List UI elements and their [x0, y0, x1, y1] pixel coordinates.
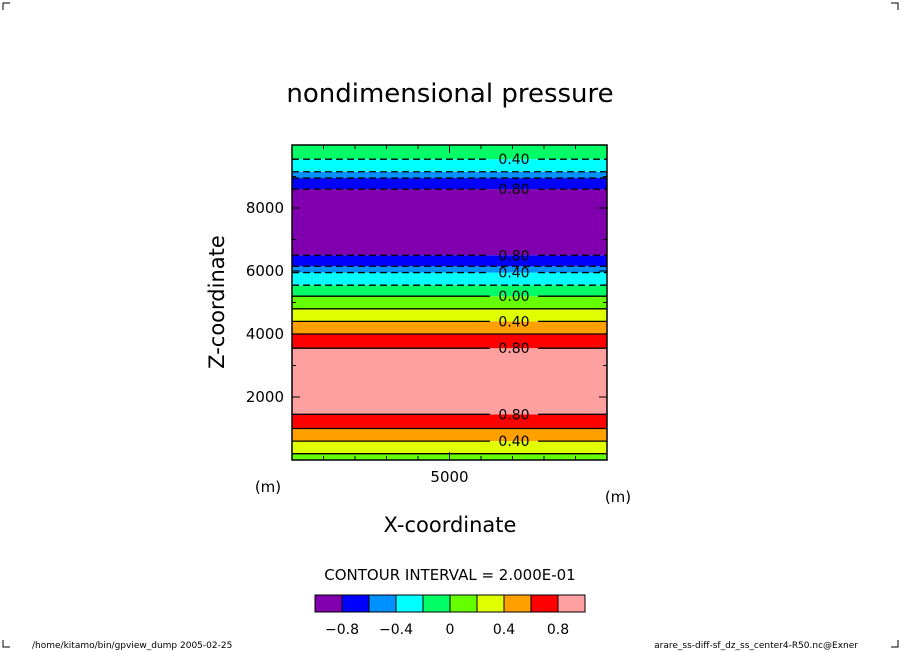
x-tick-labels: 5000: [430, 468, 468, 486]
contour-band-1: [292, 441, 607, 454]
contour-band-9: [292, 285, 607, 297]
colorbar-cell-0: [314, 594, 343, 613]
contour-label-4: 0.80: [498, 341, 529, 357]
x-unit-label: (m): [605, 488, 631, 506]
colorbar-cell-8: [530, 594, 559, 613]
contour-band-4: [292, 348, 607, 415]
colorbar-labels: −0.8 −0.4 0 0.4 0.8: [325, 622, 569, 638]
colorbar-cell-5: [449, 594, 478, 613]
colorbar: [314, 594, 586, 613]
x-tick-label-0: 5000: [430, 468, 468, 486]
footer-left: /home/kitamo/bin/gpview_dump 2005-02-25: [32, 641, 232, 651]
contour-label-12: 0.80: [498, 248, 529, 264]
contour-band-8: [292, 296, 607, 309]
footer-right: arare_ss-diff-sf_dz_ss_center4-R50.nc@Ex…: [654, 641, 858, 651]
contour-band-6: [292, 321, 607, 334]
chart-title: nondimensional pressure: [286, 79, 613, 109]
colorbar-label-3: 0.4: [493, 622, 515, 638]
contour-lines: [292, 158, 607, 455]
contour-label-8: 0.00: [498, 289, 529, 305]
contour-band-10: [292, 272, 607, 286]
contour-band-15: [292, 171, 607, 179]
contour-band-12: [292, 255, 607, 267]
colorbar-label-2: 0: [446, 622, 455, 638]
contour-band-3: [292, 414, 607, 429]
contour-band-13: [292, 189, 607, 256]
contour-band-2: [292, 428, 607, 442]
y-tick-labels: 2000 4000 6000 8000: [246, 199, 284, 406]
y-axis-label: Z-coordinate: [205, 235, 229, 369]
contour-band-14: [292, 178, 607, 190]
contour-label-6: 0.40: [498, 314, 529, 330]
contour-band-7: [292, 308, 607, 322]
contour-band-5: [292, 334, 607, 349]
y-unit-label: (m): [255, 478, 281, 496]
colorbar-cell-1: [341, 594, 370, 613]
y-tick-label-0: 2000: [246, 388, 284, 406]
colorbar-label-1: −0.4: [379, 622, 413, 638]
colorbar-cell-7: [503, 594, 532, 613]
contour-labels: 0.40 0.80 0.80 0.40 0.00 0.40 0.80 0.80 0.40: [498, 152, 529, 450]
colorbar-cell-9: [557, 594, 586, 613]
y-tick-label-2: 6000: [246, 262, 284, 280]
colorbar-cell-4: [422, 594, 451, 613]
x-axis-label: X-coordinate: [384, 513, 517, 537]
colorbar-label-4: 0.8: [547, 622, 569, 638]
contour-label-10: 0.40: [498, 266, 529, 282]
contour-label-1: 0.40: [498, 434, 529, 450]
contour-band-11: [292, 266, 607, 273]
contour-bands: [292, 145, 607, 460]
contour-label-16: 0.40: [498, 152, 529, 168]
contour-label-3: 0.80: [498, 407, 529, 423]
contour-label-13: 0.80: [498, 182, 529, 198]
contour-interval-text: CONTOUR INTERVAL = 2.000E-01: [324, 566, 575, 584]
colorbar-cell-6: [476, 594, 505, 613]
y-tick-label-1: 4000: [246, 325, 284, 343]
colorbar-cell-2: [368, 594, 397, 613]
colorbar-cell-3: [395, 594, 424, 613]
contour-band-16: [292, 159, 607, 172]
axis-ticks: [291, 144, 608, 461]
colorbar-label-0: −0.8: [325, 622, 359, 638]
y-tick-label-3: 8000: [246, 199, 284, 217]
